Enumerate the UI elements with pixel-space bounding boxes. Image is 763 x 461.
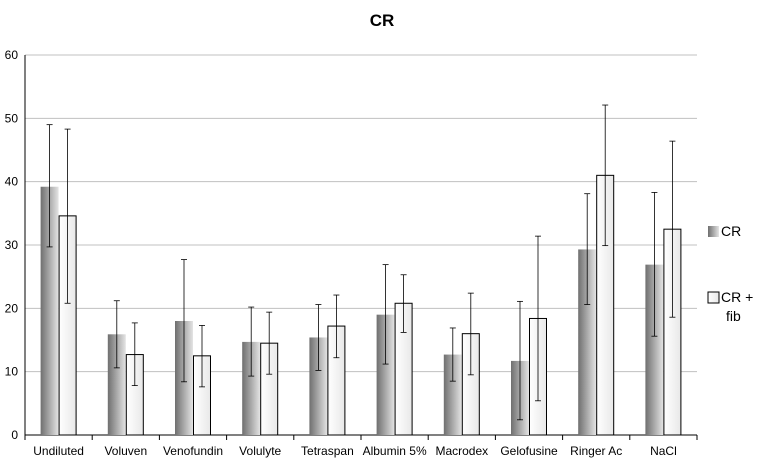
legend-label: CR + fib	[721, 289, 753, 324]
y-tick-label: 50	[5, 111, 19, 125]
x-tick-label: Volulyte	[239, 444, 281, 458]
error-bars	[46, 104, 676, 421]
bar-cr	[376, 314, 395, 435]
legend: CR CR + fib	[707, 223, 753, 324]
bar-cr	[443, 354, 462, 435]
legend-label: CR	[721, 223, 741, 239]
legend-swatch-cr	[708, 226, 719, 237]
bar-cr	[40, 186, 59, 435]
x-tick-label: Gelofusine	[500, 444, 558, 458]
legend-swatch-cr-fib	[707, 291, 720, 304]
x-tick-label: Tetraspan	[301, 444, 354, 458]
x-tick-label: Undiluted	[33, 444, 84, 458]
y-tick-label: 40	[5, 175, 19, 189]
x-tick-label: Venofundin	[163, 444, 223, 458]
x-tick-label: Albumin 5%	[363, 444, 427, 458]
x-tick-label: Voluven	[104, 444, 147, 458]
y-tick-label: 60	[5, 48, 19, 62]
bar-cr	[578, 249, 597, 435]
x-tick-labels: Undiluted Voluven Venofundin Volulyte Tetras…	[33, 444, 676, 458]
bar-cr	[645, 264, 664, 435]
bar-cr	[107, 334, 126, 435]
y-tick-labels: 0 10 20 30 40 50 60	[5, 48, 19, 442]
x-tick-label: Ringer Ac	[570, 444, 622, 458]
bar-cr	[309, 337, 328, 435]
y-tick-label: 0	[11, 428, 18, 442]
bars	[40, 174, 682, 436]
y-tick-label: 30	[5, 238, 19, 252]
x-tick-label: Macrodex	[435, 444, 488, 458]
bar-cr	[242, 341, 261, 435]
chart-title: CR	[370, 11, 395, 30]
y-tick-label: 10	[5, 365, 19, 379]
x-tick-label: NaCl	[650, 444, 677, 458]
y-tick-label: 20	[5, 301, 19, 315]
